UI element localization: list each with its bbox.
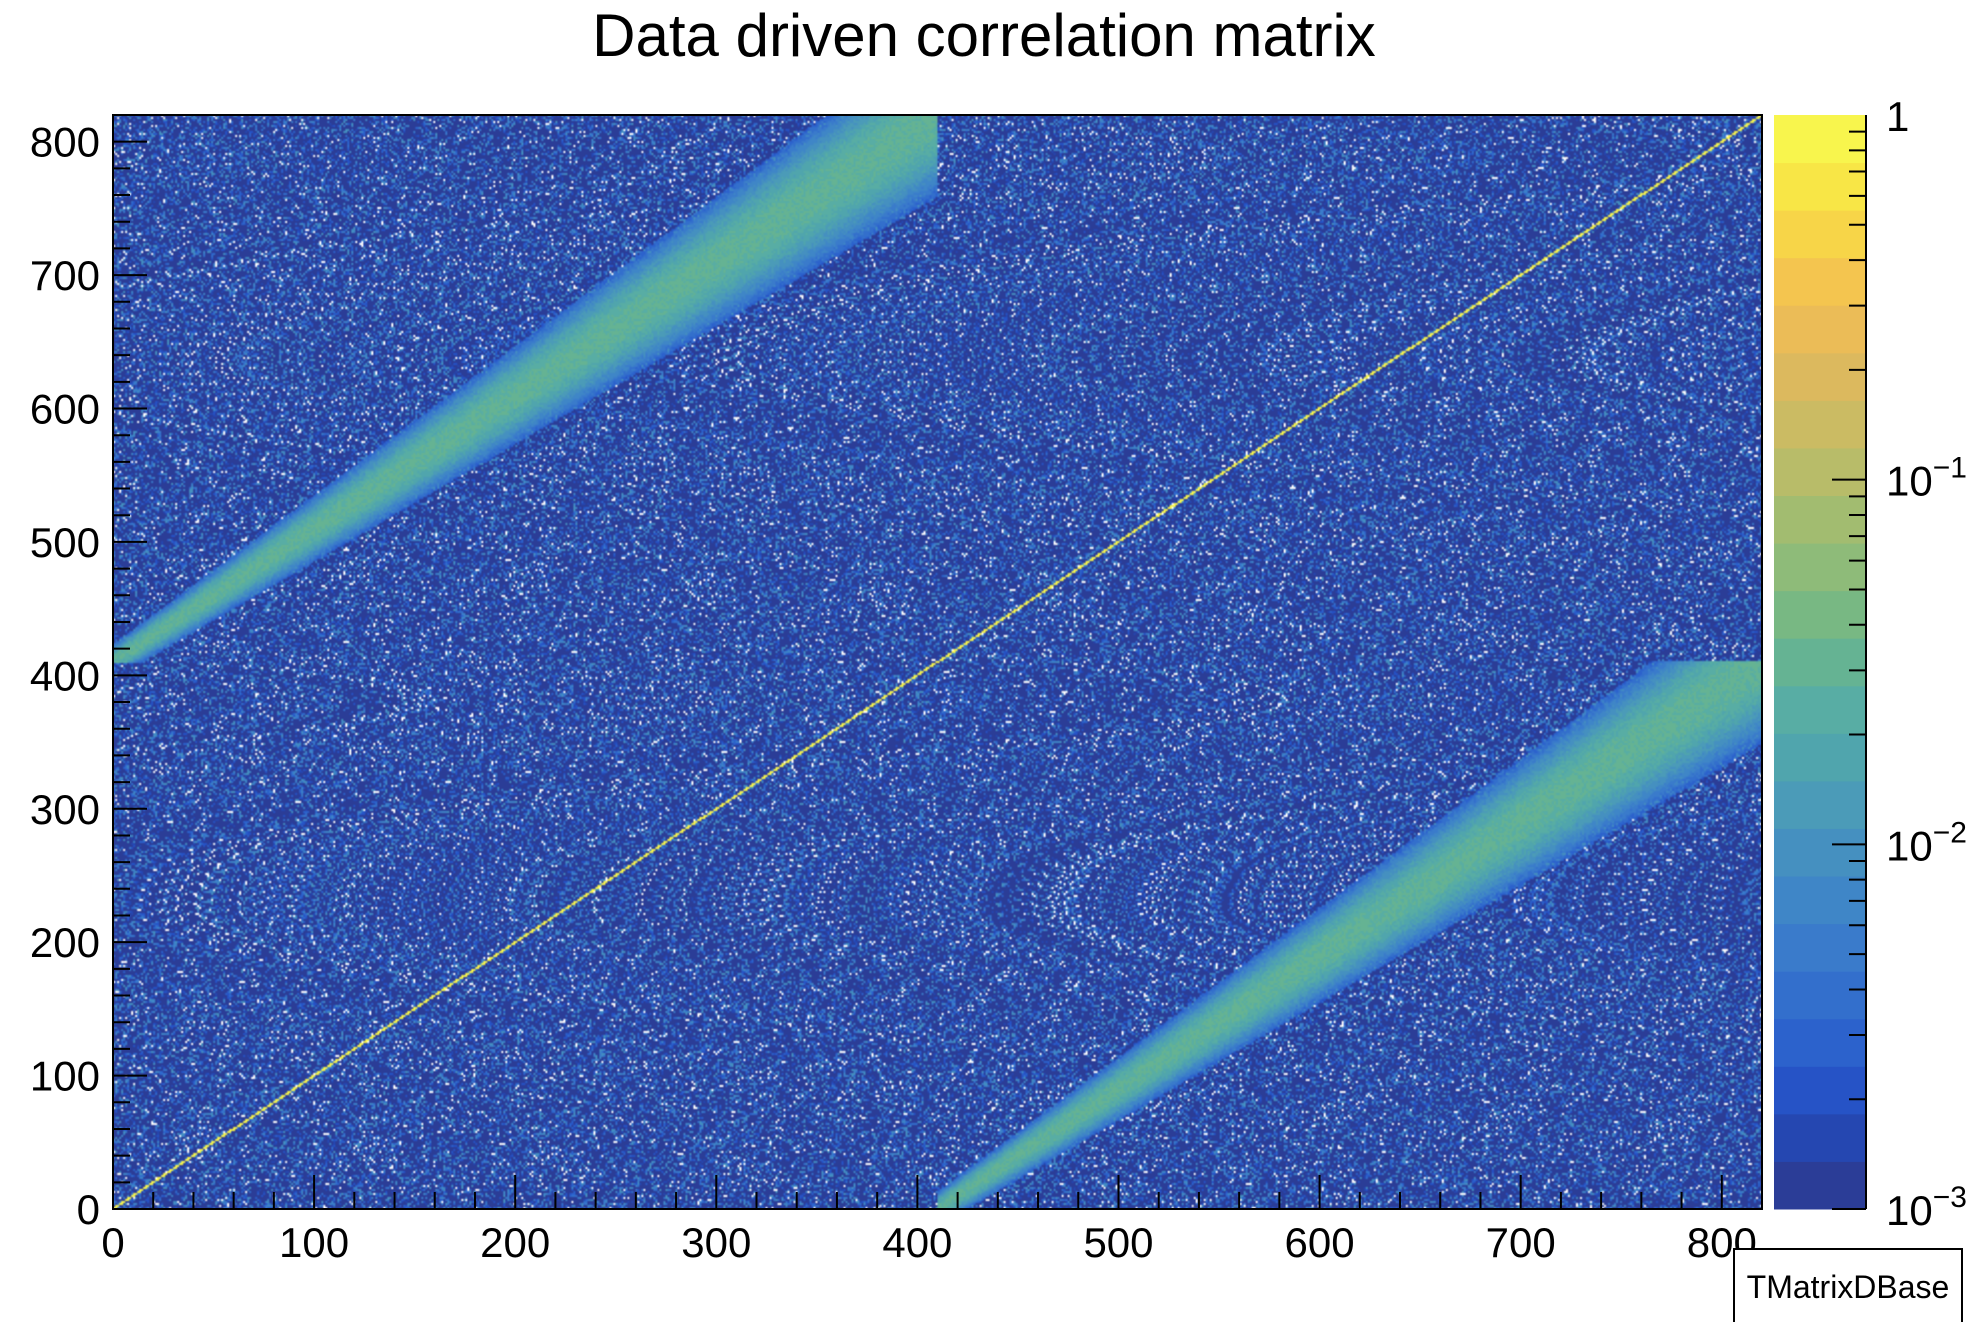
palette-swatch: [1774, 210, 1866, 259]
palette-swatch: [1774, 115, 1866, 164]
palette-swatch: [1774, 447, 1866, 497]
y-tick-label: 400: [30, 652, 100, 699]
x-tick-label: 100: [279, 1219, 349, 1266]
palette-swatch: [1774, 1066, 1866, 1115]
y-tick-label: 200: [30, 919, 100, 966]
x-tick-label: 400: [882, 1219, 952, 1266]
palette-swatch: [1774, 257, 1866, 306]
palette-swatch: [1774, 685, 1866, 734]
palette-swatch: [1774, 352, 1866, 401]
palette-tick-label: 1: [1886, 93, 1909, 140]
y-tick-label: 700: [30, 252, 100, 299]
palette-swatch: [1774, 1113, 1866, 1162]
x-tick-label: 500: [1083, 1219, 1153, 1266]
palette-swatch: [1774, 638, 1866, 687]
heatmap-cells: [113, 115, 1762, 1209]
y-tick-label: 100: [30, 1053, 100, 1100]
palette-swatch: [1774, 400, 1866, 449]
x-tick-label: 200: [480, 1219, 550, 1266]
palette-swatch: [1774, 1161, 1866, 1210]
x-tick-label: 0: [101, 1219, 124, 1266]
palette-swatch: [1774, 780, 1866, 829]
y-tick-label: 800: [30, 119, 100, 166]
palette-swatch: [1774, 543, 1866, 592]
palette-swatch: [1774, 162, 1866, 211]
palette-swatch: [1774, 923, 1866, 972]
palette-tick-label: 10−3: [1886, 1181, 1967, 1234]
plot-frame: [112, 114, 1763, 1210]
palette-tick-label: 10−2: [1886, 816, 1967, 869]
y-tick-label: 0: [77, 1186, 100, 1233]
x-tick-label: 700: [1486, 1219, 1556, 1266]
x-tick-label: 600: [1285, 1219, 1355, 1266]
x-tick-label: 300: [681, 1219, 751, 1266]
y-tick-label: 300: [30, 786, 100, 833]
palette-swatch: [1774, 1018, 1866, 1067]
y-tick-label: 600: [30, 386, 100, 433]
chart-title: Data driven correlation matrix: [592, 2, 1376, 69]
palette-swatch: [1774, 305, 1866, 354]
palette-swatch: [1774, 733, 1866, 782]
palette-tick-label: 10−1: [1886, 452, 1967, 505]
stats-box: TMatrixDBase: [1733, 1248, 1963, 1322]
y-tick-label: 500: [30, 519, 100, 566]
palette-swatch: [1774, 971, 1866, 1020]
palette-swatch: [1774, 828, 1866, 877]
palette-swatch: [1774, 590, 1866, 639]
